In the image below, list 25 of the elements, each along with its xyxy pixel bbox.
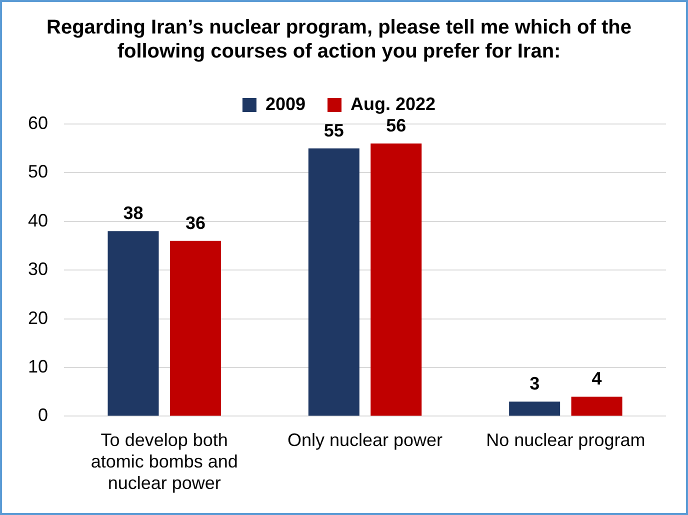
legend-label: Aug. 2022 (350, 94, 436, 114)
x-tick-label: No nuclear program (486, 430, 646, 450)
y-tick-label: 10 (28, 356, 48, 376)
data-label: 3 (530, 374, 540, 394)
data-label: 4 (592, 368, 602, 389)
bar (170, 240, 221, 416)
bar (571, 396, 622, 416)
bar (308, 148, 360, 416)
y-tick-label: 40 (28, 210, 48, 230)
y-tick-label: 20 (28, 308, 48, 328)
x-tick-label: Only nuclear power (287, 430, 443, 450)
data-label: 38 (123, 203, 144, 224)
bar (370, 143, 422, 416)
bar (108, 231, 159, 416)
chart-title: Regarding Iran’s nuclear program, please tell me which of the following courses of action you prefer for Iran: (46, 16, 632, 63)
y-tick-label: 30 (28, 259, 48, 280)
data-label: 36 (185, 212, 206, 233)
data-label: 55 (324, 120, 344, 140)
y-tick-label: 60 (28, 112, 48, 133)
bar (509, 402, 560, 416)
y-tick-label: 50 (28, 162, 48, 182)
legend-label: 2009 (265, 94, 306, 114)
y-tick-label: 0 (38, 405, 48, 426)
x-tick-label: To develop both atomic bombs and nuclear power (90, 430, 238, 494)
data-label: 56 (386, 115, 406, 136)
